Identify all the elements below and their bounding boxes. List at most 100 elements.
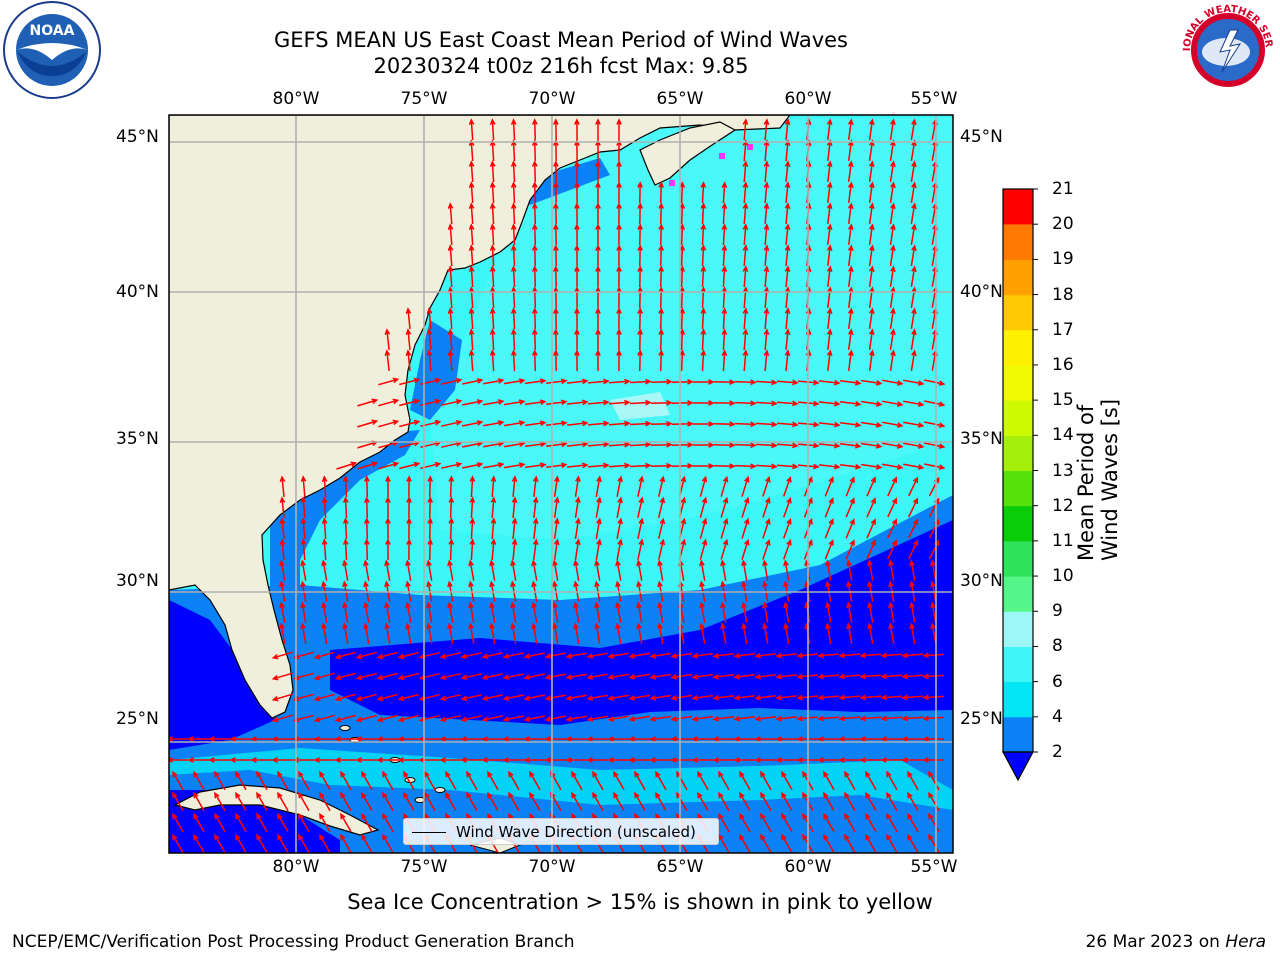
- wave-arrow: [553, 181, 559, 204]
- wave-arrow: [608, 420, 631, 427]
- wave-arrow: [384, 559, 391, 581]
- wave-arrow: [355, 714, 377, 723]
- lon-label-bottom-65w: 65°W: [656, 857, 704, 877]
- wave-arrow: [826, 328, 833, 350]
- wave-arrow: [397, 693, 419, 702]
- wave-arrow: [699, 622, 706, 644]
- wave-arrow: [169, 757, 188, 763]
- wave-arrow: [924, 379, 946, 386]
- wave-arrow: [776, 421, 799, 428]
- wave-arrow: [637, 265, 643, 288]
- wave-arrow: [909, 601, 916, 623]
- wave-arrow: [859, 673, 882, 680]
- wave-arrow: [321, 496, 328, 519]
- wave-arrow: [636, 601, 643, 623]
- wave-arrow: [468, 181, 475, 204]
- wave-arrow: [277, 791, 289, 812]
- wave-arrow: [671, 379, 694, 385]
- wave-arrow: [760, 770, 772, 791]
- wave-arrow: [700, 223, 707, 246]
- wave-arrow: [376, 651, 398, 660]
- wave-arrow: [910, 265, 917, 288]
- wave-arrow: [826, 118, 833, 140]
- wave-arrow: [763, 265, 770, 288]
- wave-arrow: [510, 139, 517, 162]
- wave-arrow: [340, 791, 352, 812]
- wave-arrow: [781, 770, 793, 791]
- wave-arrow: [718, 812, 730, 833]
- wave-arrow: [595, 538, 602, 561]
- sea-ice-note: Sea Ice Concentration > 15% is shown in …: [347, 890, 933, 914]
- wave-arrow: [741, 496, 750, 518]
- wave-arrow: [693, 400, 715, 406]
- wave-arrow: [693, 463, 715, 469]
- wave-arrow: [847, 244, 854, 266]
- wave-arrow: [544, 736, 566, 742]
- wave-arrow: [250, 736, 272, 742]
- wave-arrow: [733, 652, 755, 659]
- wave-arrow: [406, 538, 412, 561]
- wave-arrow: [531, 307, 538, 330]
- wave-arrow: [819, 379, 841, 386]
- wave-arrow: [250, 757, 272, 763]
- wave-arrow: [608, 462, 631, 469]
- wave-arrow: [468, 265, 475, 288]
- wave-arrow: [763, 244, 770, 267]
- wave-arrow: [655, 770, 667, 791]
- wave-arrow: [214, 833, 226, 853]
- wave-arrow: [355, 757, 377, 763]
- colorbar-segment: [1003, 259, 1033, 296]
- colorbar-tick-label: 16: [1052, 354, 1074, 375]
- wave-arrow: [742, 118, 749, 141]
- wave-arrow: [825, 601, 832, 623]
- wave-arrow: [235, 770, 247, 791]
- wave-arrow: [574, 265, 580, 288]
- wave-arrow: [574, 244, 580, 267]
- footer-machine: Hera: [1225, 932, 1266, 952]
- wave-arrow: [889, 265, 896, 288]
- wave-arrow: [397, 757, 419, 763]
- wave-arrow: [859, 652, 882, 659]
- wave-arrow: [319, 770, 331, 791]
- wave-arrow: [613, 791, 625, 812]
- wave-arrow: [868, 328, 875, 351]
- wave-arrow: [256, 770, 268, 791]
- wave-arrow: [908, 539, 919, 560]
- wave-arrow: [754, 757, 776, 763]
- bahamas-island-5: [414, 797, 426, 803]
- wave-arrow: [860, 421, 883, 428]
- wave-arrow: [376, 693, 398, 702]
- wave-arrow: [355, 736, 377, 742]
- wave-arrow: [607, 673, 630, 680]
- wave-arrow: [531, 328, 538, 351]
- wave-arrow: [427, 475, 433, 498]
- colorbar-segment: [1003, 470, 1033, 507]
- wave-arrow: [552, 622, 559, 644]
- wave-arrow: [523, 757, 545, 763]
- wave-arrow: [169, 736, 188, 742]
- wave-arrow: [468, 622, 475, 644]
- wave-arrow: [510, 202, 517, 225]
- wave-arrow: [447, 244, 454, 267]
- wave-arrow: [866, 518, 876, 539]
- wave-arrow: [782, 538, 792, 560]
- colorbar-tick-label: 17: [1052, 319, 1074, 340]
- wave-arrow: [586, 694, 608, 701]
- wave-arrow: [531, 244, 538, 267]
- wave-arrow: [364, 475, 370, 498]
- wave-arrow: [922, 736, 944, 742]
- wave-arrow: [721, 307, 728, 330]
- wave-arrow: [817, 673, 840, 680]
- wave-arrow: [532, 517, 539, 539]
- wave-arrow: [553, 160, 559, 183]
- wave-arrow: [880, 652, 903, 659]
- wave-arrow: [481, 757, 503, 763]
- wave-arrow: [718, 791, 730, 812]
- wave-arrow: [881, 463, 904, 470]
- wave-arrow: [172, 791, 184, 812]
- colorbar: [1001, 188, 1038, 782]
- lat-label-left-30n: 30°N: [116, 571, 159, 591]
- wave-arrow: [881, 400, 904, 407]
- wave-arrow: [838, 673, 861, 680]
- wave-arrow: [657, 475, 666, 497]
